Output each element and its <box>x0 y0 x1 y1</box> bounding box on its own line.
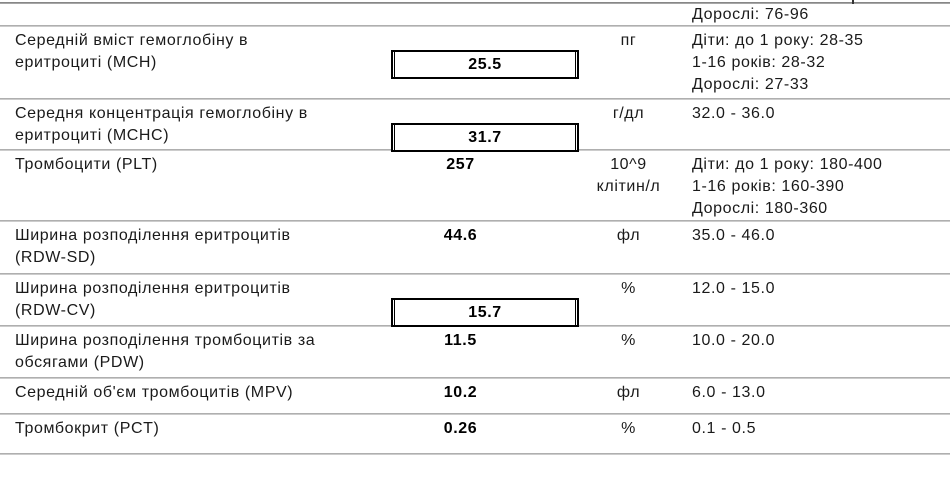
table-row-pct: Тромбокрит (PCT) 0.26 % 0.1 - 0.5 <box>0 415 950 453</box>
result-value: 44.6 <box>443 227 478 244</box>
unit: % <box>621 420 636 437</box>
row-separator <box>0 220 950 222</box>
unit: % <box>621 280 636 297</box>
table-row-mch: Середній вміст гемоглобіну в еритроциті … <box>0 27 950 98</box>
reference-range: Дорослі: 76-96 <box>692 6 809 23</box>
reference-range: 10.0 - 20.0 <box>692 332 776 349</box>
result-value: 11.5 <box>444 332 477 349</box>
unit: пг <box>620 32 637 49</box>
table-row-mchc: Середня концентрація гемоглобіну в еритр… <box>0 100 950 152</box>
parameter-name: Ширина розподілення тромбоцитів за обсяг… <box>15 332 316 371</box>
result-value: 257 <box>446 156 475 173</box>
cropped-text-artifact <box>852 0 854 4</box>
flagged-value-frame: 15.7 <box>391 298 579 327</box>
unit: фл <box>616 227 641 244</box>
reference-range: 12.0 - 15.0 <box>692 280 776 297</box>
unit: г/дл <box>612 105 645 122</box>
row-separator <box>0 25 950 27</box>
table-row-partial: Дорослі: 76-96 <box>0 4 950 25</box>
parameter-name: Середній вміст гемоглобіну в еритроциті … <box>15 32 249 71</box>
row-separator <box>0 273 950 275</box>
result-value: 15.7 <box>394 300 576 325</box>
result-value: 10.2 <box>443 384 478 401</box>
table-bottom-border <box>0 453 950 455</box>
value-box: 25.5 <box>391 28 579 101</box>
row-separator <box>0 413 950 415</box>
result-value: 0.26 <box>443 420 478 437</box>
parameter-name: Ширина розподілення еритроцитів (RDW-CV) <box>15 280 291 319</box>
parameter-name: Тромбоцити (PLT) <box>15 156 158 173</box>
reference-range: 32.0 - 36.0 <box>692 105 776 122</box>
parameter-name: Тромбокрит (PCT) <box>15 420 160 437</box>
parameter-name: Середня концентрація гемоглобіну в еритр… <box>15 105 308 144</box>
row-separator <box>0 98 950 100</box>
table-row-rdw-sd: Ширина розподілення еритроцитів (RDW-SD)… <box>0 222 950 273</box>
reference-range: Діти: до 1 року: 180-400 1-16 років: 160… <box>692 156 883 217</box>
table-row-rdw-cv: Ширина розподілення еритроцитів (RDW-CV)… <box>0 275 950 327</box>
reference-range: 6.0 - 13.0 <box>692 384 766 401</box>
value-box: 15.7 <box>391 276 579 349</box>
table-row-mpv: Середній об'єм тромбоцитів (MPV) 10.2 фл… <box>0 379 950 413</box>
unit: фл <box>616 384 641 401</box>
flagged-value-frame: 31.7 <box>391 123 579 152</box>
flagged-value-frame: 25.5 <box>391 50 579 79</box>
reference-range: Діти: до 1 року: 28-35 1-16 років: 28-32… <box>692 32 864 93</box>
row-separator <box>0 377 950 379</box>
reference-range: 0.1 - 0.5 <box>692 420 757 437</box>
value-box: 31.7 <box>391 101 579 174</box>
unit: % <box>621 332 636 349</box>
parameter-name: Середній об'єм тромбоцитів (MPV) <box>15 384 294 401</box>
unit: 10^9 клітин/л <box>596 156 661 195</box>
result-value: 31.7 <box>394 125 576 150</box>
table-row-pdw: Ширина розподілення тромбоцитів за обсяг… <box>0 327 950 377</box>
parameter-name: Ширина розподілення еритроцитів (RDW-SD) <box>15 227 291 266</box>
reference-range: 35.0 - 46.0 <box>692 227 776 244</box>
table-top-border <box>0 2 950 4</box>
result-value: 25.5 <box>394 52 576 77</box>
table-row-plt: Тромбоцити (PLT) 257 10^9 клітин/л Діти:… <box>0 151 950 220</box>
